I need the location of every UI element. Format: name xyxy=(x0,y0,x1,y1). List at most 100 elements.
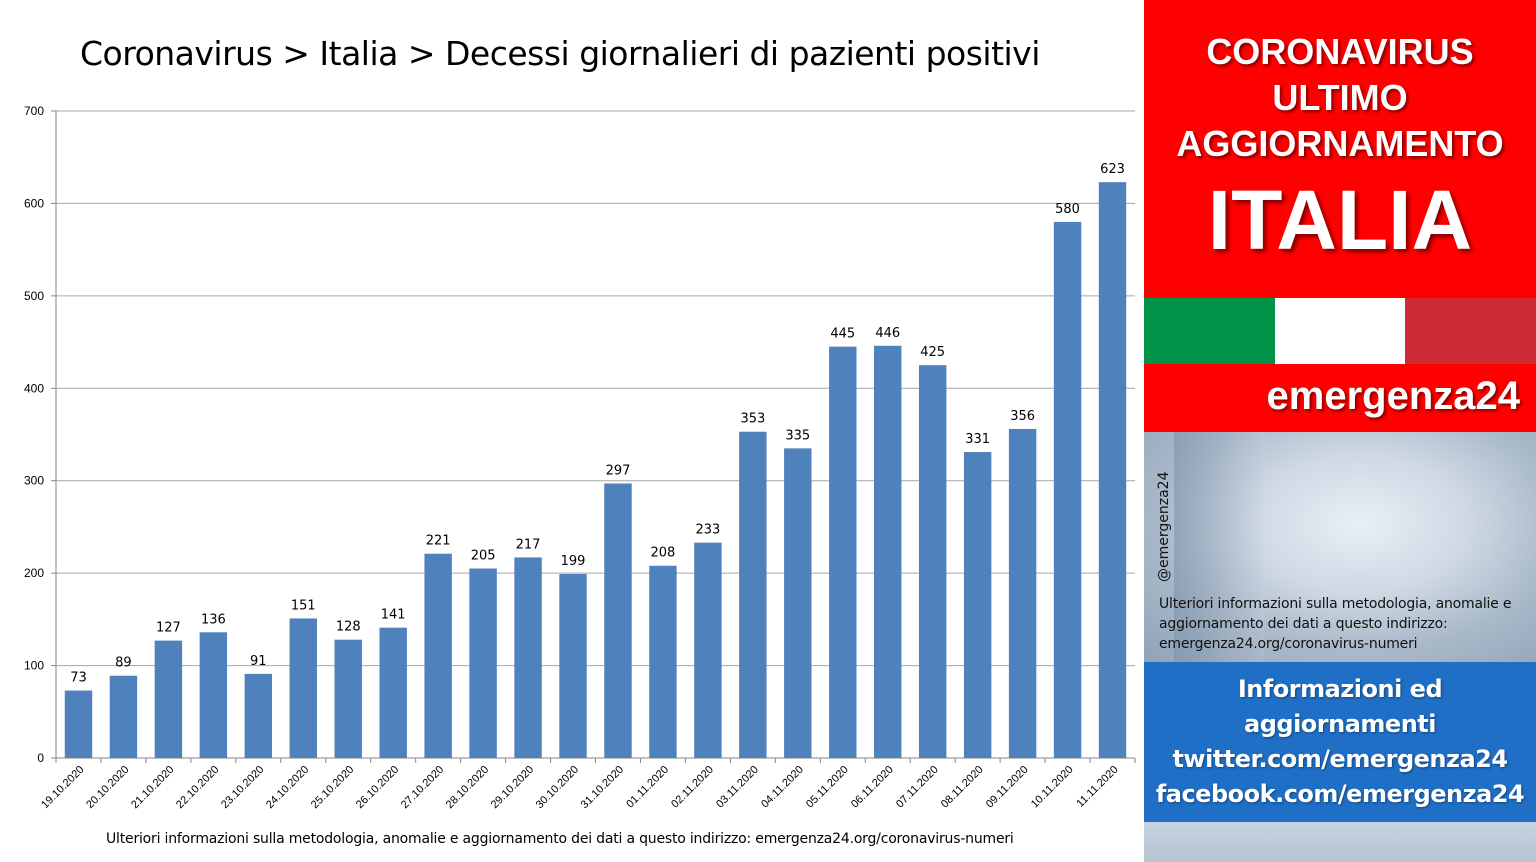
bar xyxy=(289,618,317,758)
data-label: 623 xyxy=(1100,162,1125,177)
data-label: 199 xyxy=(561,554,586,569)
chart-area: Coronavirus > Italia > Decessi giornalie… xyxy=(23,34,1136,847)
x-tick-label: 07.11.2020 xyxy=(894,764,941,811)
y-tick-label: 100 xyxy=(24,659,44,673)
social-handle: @emergenza24 xyxy=(1156,471,1172,583)
twitter-link[interactable]: twitter.com/emergenza24 xyxy=(1172,745,1508,773)
x-tick-label: 27.10.2020 xyxy=(399,764,446,811)
bar xyxy=(1053,221,1082,758)
bar xyxy=(469,568,497,758)
data-label: 91 xyxy=(250,654,267,669)
info-line-1: Informazioni ed xyxy=(1237,675,1443,703)
data-label: 127 xyxy=(156,621,181,636)
data-label: 331 xyxy=(965,432,990,447)
data-label: 89 xyxy=(115,656,132,671)
banner-line-2: ULTIMO xyxy=(1272,77,1408,118)
italian-flag xyxy=(1144,298,1536,364)
data-label: 128 xyxy=(336,620,361,635)
data-label: 73 xyxy=(70,671,87,686)
x-tick-label: 29.10.2020 xyxy=(489,764,536,811)
data-label: 141 xyxy=(381,608,406,623)
y-tick-label: 200 xyxy=(24,566,44,580)
bar xyxy=(514,557,542,758)
photo-blur xyxy=(1174,432,1264,662)
y-tick-label: 600 xyxy=(24,196,44,210)
x-tick-label: 25.10.2020 xyxy=(309,764,356,811)
bar xyxy=(739,431,767,758)
data-label: 233 xyxy=(695,523,720,538)
x-tick-label: 10.11.2020 xyxy=(1029,764,1076,811)
x-tick-label: 01.11.2020 xyxy=(624,764,671,811)
background-photo: @emergenza24 Ulteriori informazioni sull… xyxy=(1144,432,1536,662)
y-tick-label: 400 xyxy=(24,381,44,395)
x-tick-label: 11.11.2020 xyxy=(1074,764,1120,810)
bar xyxy=(379,627,407,758)
banner-line-3: AGGIORNAMENTO xyxy=(1176,123,1504,164)
chart-title: Coronavirus > Italia > Decessi giornalie… xyxy=(80,34,1040,73)
flag-white-stripe xyxy=(1274,298,1406,364)
bar xyxy=(604,483,632,758)
bar xyxy=(109,675,138,758)
facebook-link[interactable]: facebook.com/emergenza24 xyxy=(1155,780,1525,808)
x-tick-label: 20.10.2020 xyxy=(84,764,131,811)
x-tick-label: 30.10.2020 xyxy=(534,764,581,811)
x-tick-label: 03.11.2020 xyxy=(714,764,761,811)
y-tick-label: 500 xyxy=(24,289,44,303)
bar xyxy=(199,632,228,758)
x-tick-label: 05.11.2020 xyxy=(804,764,851,811)
x-tick-label: 28.10.2020 xyxy=(444,764,491,811)
y-tick-label: 0 xyxy=(37,751,44,765)
brand-name: emergenza24 xyxy=(1266,374,1520,418)
bar xyxy=(154,640,183,758)
x-tick-label: 22.10.2020 xyxy=(174,764,221,811)
data-label: 151 xyxy=(291,598,316,613)
bar xyxy=(424,553,452,758)
y-tick-label: 700 xyxy=(24,104,44,118)
bar xyxy=(649,565,677,758)
x-tick-label: 26.10.2020 xyxy=(354,764,401,811)
bar xyxy=(244,673,273,758)
data-label: 136 xyxy=(201,612,226,627)
info-line-2: aggiornamenti xyxy=(1244,710,1436,738)
data-label: 445 xyxy=(830,327,855,342)
bar xyxy=(334,639,362,758)
bar xyxy=(829,346,857,758)
bar xyxy=(874,345,902,758)
data-label: 425 xyxy=(920,345,945,360)
x-tick-label: 24.10.2020 xyxy=(264,764,311,811)
update-banner: CORONAVIRUS ULTIMO AGGIORNAMENTO ITALIA xyxy=(1144,0,1536,298)
data-label: 208 xyxy=(651,546,676,561)
bar xyxy=(1098,182,1127,759)
brand-bar: emergenza24 xyxy=(1144,364,1536,432)
data-label: 353 xyxy=(740,412,765,427)
data-label: 221 xyxy=(426,534,451,549)
bar xyxy=(64,690,93,758)
bar-chart: 0 100 200 300 400 500 600 700 73 19.10.2020 89 20.1… xyxy=(24,104,1136,811)
bar xyxy=(963,452,992,758)
data-label: 580 xyxy=(1055,202,1080,217)
banner-line-1: CORONAVIRUS xyxy=(1206,31,1474,72)
x-tick-label: 19.10.2020 xyxy=(39,764,86,811)
chart-footer-note: Ulteriori informazioni sulla metodologia… xyxy=(106,831,1014,847)
data-label: 335 xyxy=(785,428,810,443)
x-tick-label: 06.11.2020 xyxy=(849,764,896,811)
data-label: 205 xyxy=(471,549,496,564)
x-tick-label: 21.10.2020 xyxy=(129,764,176,811)
bottom-photo-strip xyxy=(1144,822,1536,862)
y-tick-label: 300 xyxy=(24,474,44,488)
data-label: 217 xyxy=(516,537,541,552)
x-tick-label: 08.11.2020 xyxy=(939,764,986,811)
bar xyxy=(559,574,587,758)
x-tick-label: 04.11.2020 xyxy=(759,764,806,811)
data-label: 297 xyxy=(606,463,631,478)
flag-green-stripe xyxy=(1144,298,1275,364)
bar xyxy=(1008,428,1037,758)
bar xyxy=(694,542,722,758)
bar xyxy=(918,365,947,758)
flag-red-stripe xyxy=(1405,298,1536,364)
x-tick-label: 23.10.2020 xyxy=(219,764,266,811)
data-label: 446 xyxy=(875,326,900,341)
x-tick-label: 09.11.2020 xyxy=(984,764,1031,811)
banner-country: ITALIA xyxy=(1207,173,1473,267)
x-tick-label: 31.10.2020 xyxy=(579,764,626,811)
